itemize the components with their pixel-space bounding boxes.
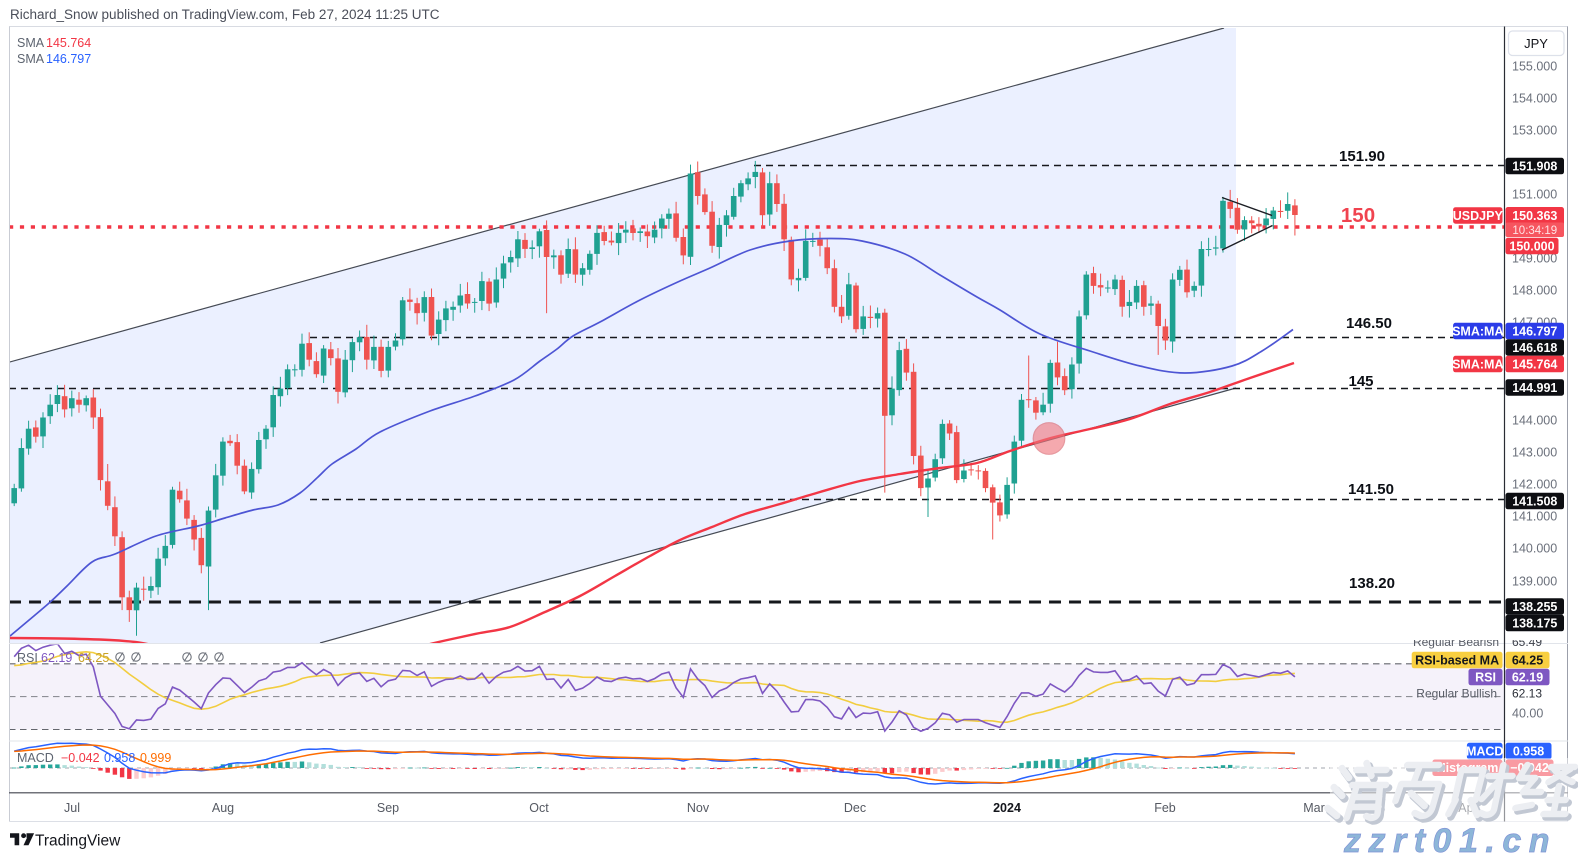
svg-text:Oct: Oct — [529, 801, 549, 815]
svg-text:144.000: 144.000 — [1512, 414, 1557, 428]
svg-text:138.20: 138.20 — [1349, 575, 1395, 592]
svg-text:RSI: RSI — [17, 651, 38, 665]
svg-text:138.255: 138.255 — [1512, 600, 1557, 614]
svg-text:146.797: 146.797 — [46, 52, 91, 66]
svg-text:64.25: 64.25 — [1512, 653, 1543, 667]
svg-text:151.90: 151.90 — [1339, 148, 1385, 165]
svg-text:153.000: 153.000 — [1512, 124, 1557, 138]
svg-text:MACD: MACD — [1466, 744, 1504, 758]
svg-text:142.000: 142.000 — [1512, 478, 1557, 492]
svg-text:149.000: 149.000 — [1512, 252, 1557, 266]
svg-text:MACD: MACD — [17, 751, 54, 765]
svg-text:145.764: 145.764 — [46, 36, 91, 50]
svg-text:Mar: Mar — [1303, 801, 1325, 815]
svg-text:Regular Bearish: Regular Bearish — [1413, 635, 1499, 649]
svg-text:150.363: 150.363 — [1512, 209, 1557, 223]
svg-text:zzrt01.cn: zzrt01.cn — [1343, 822, 1557, 857]
svg-text:139.000: 139.000 — [1512, 575, 1557, 589]
svg-text:Sep: Sep — [377, 801, 399, 815]
svg-text:40.00: 40.00 — [1512, 707, 1543, 721]
svg-text:2024: 2024 — [993, 801, 1021, 815]
svg-text:150.000: 150.000 — [1509, 239, 1554, 253]
svg-text:151.000: 151.000 — [1512, 188, 1557, 202]
svg-text:Regular Bullish: Regular Bullish — [1416, 687, 1497, 701]
svg-text:SMA: SMA — [17, 36, 45, 50]
svg-text:JPY: JPY — [1524, 36, 1548, 51]
svg-text:0.958: 0.958 — [104, 751, 135, 765]
svg-text:65.49: 65.49 — [1512, 635, 1542, 649]
svg-text:140.000: 140.000 — [1512, 542, 1557, 556]
svg-text:146.618: 146.618 — [1512, 341, 1557, 355]
svg-text:Aug: Aug — [212, 801, 234, 815]
svg-text:62.19: 62.19 — [1512, 670, 1543, 684]
svg-text:145: 145 — [1348, 373, 1373, 390]
svg-text:−0.042: −0.042 — [61, 751, 100, 765]
svg-text:SMA:MA: SMA:MA — [1452, 324, 1503, 338]
svg-text:Feb: Feb — [1154, 801, 1176, 815]
svg-text:62.19: 62.19 — [41, 651, 72, 665]
svg-text:141.50: 141.50 — [1348, 481, 1394, 498]
svg-text:155.000: 155.000 — [1512, 60, 1557, 74]
svg-text:Nov: Nov — [687, 801, 710, 815]
svg-text:RSI-based MA: RSI-based MA — [1415, 653, 1499, 667]
svg-text:144.991: 144.991 — [1512, 381, 1557, 395]
svg-text:141.508: 141.508 — [1512, 494, 1557, 508]
svg-text:SMA:MA: SMA:MA — [1452, 357, 1503, 371]
svg-text:151.908: 151.908 — [1512, 159, 1557, 173]
svg-text:146.797: 146.797 — [1512, 324, 1557, 338]
svg-text:TradingView: TradingView — [35, 833, 121, 850]
svg-text:138.175: 138.175 — [1512, 616, 1557, 630]
svg-text:141.000: 141.000 — [1512, 510, 1557, 524]
svg-text:0.958: 0.958 — [1513, 744, 1544, 758]
svg-text:146.50: 146.50 — [1346, 315, 1392, 332]
svg-text:148.000: 148.000 — [1512, 284, 1557, 298]
svg-text:Richard_Snow published on Trad: Richard_Snow published on TradingView.co… — [10, 7, 440, 22]
svg-text:USDJPY: USDJPY — [1453, 209, 1504, 223]
svg-text:150: 150 — [1341, 204, 1375, 227]
svg-text:Dec: Dec — [844, 801, 866, 815]
svg-text:Jul: Jul — [64, 801, 80, 815]
svg-text:62.13: 62.13 — [1512, 687, 1542, 701]
svg-text:143.000: 143.000 — [1512, 446, 1557, 460]
svg-text:RSI: RSI — [1475, 670, 1496, 684]
svg-text:64.25: 64.25 — [78, 651, 109, 665]
svg-text:SMA: SMA — [17, 52, 45, 66]
svg-text:154.000: 154.000 — [1512, 92, 1557, 106]
svg-text:10:34:19: 10:34:19 — [1512, 225, 1557, 237]
svg-text:0.999: 0.999 — [140, 751, 171, 765]
svg-text:145.764: 145.764 — [1512, 357, 1557, 371]
